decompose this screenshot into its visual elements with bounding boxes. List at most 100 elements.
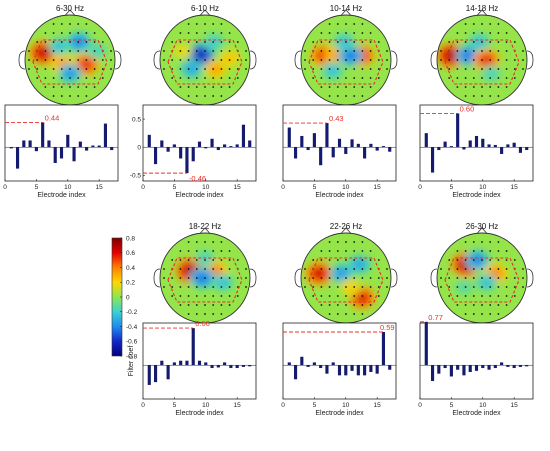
- electrode-dot: [328, 304, 331, 306]
- bar-chart: 0 5 10 15 Electrode index 0.77: [418, 313, 534, 417]
- electrode-dot: [369, 286, 372, 288]
- topomap-blob-core: [179, 48, 186, 54]
- annotation-label: 0.77: [428, 313, 443, 322]
- electrode-dot: [171, 41, 174, 43]
- electrode-dot: [489, 250, 492, 252]
- electrode-dot: [377, 59, 380, 61]
- topomap: [294, 9, 398, 106]
- bar: [369, 143, 373, 148]
- bar: [53, 147, 57, 163]
- topomap: [18, 9, 122, 106]
- electrode-dot: [236, 59, 239, 61]
- electrode-dot: [328, 59, 331, 61]
- electrode-dot: [195, 41, 198, 43]
- electrode-dot: [236, 295, 239, 297]
- electrode-dot: [179, 259, 182, 261]
- bar: [147, 134, 151, 148]
- electrode-dot: [489, 286, 492, 288]
- electrode-dot: [497, 241, 500, 243]
- electrode-dot: [228, 50, 231, 52]
- bar: [430, 147, 435, 173]
- right-ear: [390, 50, 398, 70]
- topomap-blob-core: [356, 261, 363, 268]
- electrode-dot: [93, 68, 96, 70]
- electrode-dot: [497, 32, 500, 34]
- electrode-dot: [220, 304, 223, 306]
- electrode-dot: [456, 268, 459, 270]
- bar: [312, 133, 316, 148]
- electrode-dot: [52, 77, 55, 79]
- colorbar: 0.8 0.6 0.4 0.2 0 -0.2 -0.4 -0.6 -0.8: [111, 235, 138, 360]
- electrode-dot: [464, 86, 467, 88]
- electrode-dot: [220, 41, 223, 43]
- electrode-dot: [522, 286, 524, 288]
- topomap-blob-core: [66, 70, 74, 77]
- colorbar-tick-label: 0.6: [126, 250, 135, 257]
- electrode-dot: [472, 68, 475, 70]
- colorbar-tick-label: -0.6: [126, 339, 138, 346]
- bar: [487, 365, 491, 370]
- electrode-dot: [464, 268, 467, 270]
- electrode-dot: [464, 41, 467, 43]
- topomap-blob-core: [445, 51, 456, 60]
- electrode-dot: [481, 68, 483, 70]
- right-ear: [114, 50, 122, 70]
- electrode-dot: [110, 59, 112, 61]
- electrode-dot: [204, 241, 206, 243]
- panel-4: 14-18 Hz 0 5 10 15 Electrode index 0.60: [418, 4, 534, 199]
- x-tick-label: 0: [3, 184, 7, 191]
- electrode-dot: [464, 77, 467, 79]
- electrode-dot: [345, 286, 347, 288]
- electrode-dot: [345, 59, 347, 61]
- bar: [166, 365, 170, 380]
- electrode-dot: [522, 50, 524, 52]
- electrode-dot: [36, 68, 39, 70]
- panel-title: 26-30 Hz: [466, 222, 498, 231]
- bar: [110, 147, 114, 151]
- topomap-blob-core: [482, 56, 491, 64]
- electrode-dot: [328, 86, 331, 88]
- electrode-dot: [336, 77, 339, 79]
- bar: [337, 365, 342, 376]
- electrode-dot: [472, 304, 475, 306]
- electrode-dot: [369, 41, 372, 43]
- electrode-dot: [497, 250, 500, 252]
- electrode-dot: [505, 250, 508, 252]
- electrode-dot: [456, 41, 459, 43]
- electrode-dot: [101, 59, 104, 61]
- electrode-dot: [212, 77, 215, 79]
- topomap: [294, 227, 398, 324]
- electrode-dot: [489, 295, 492, 297]
- electrode-dot: [187, 295, 190, 297]
- bar-chart: 0 5 10 15 0.5 0 -0.5 Electrode index -0.46: [130, 104, 257, 199]
- electrode-dot: [472, 277, 475, 279]
- electrode-dot: [179, 41, 182, 43]
- electrode-dot: [328, 68, 331, 70]
- electrode-dot: [245, 68, 247, 70]
- electrode-dot: [195, 23, 198, 25]
- electrode-dot: [320, 250, 323, 252]
- x-tick-label: 0: [418, 402, 422, 409]
- topomap-blob-core: [195, 51, 206, 60]
- electrode-dot: [320, 268, 323, 270]
- electrode-dot: [28, 59, 30, 61]
- bar: [22, 140, 26, 148]
- x-tick-label: 10: [202, 184, 210, 191]
- electrode-dot: [497, 23, 500, 25]
- left-ear: [294, 50, 302, 70]
- nose: [199, 227, 211, 234]
- bar: [312, 362, 316, 366]
- electrode-dot: [187, 32, 190, 34]
- electrode-dot: [212, 286, 215, 288]
- bar: [204, 362, 208, 366]
- bar: [241, 124, 246, 148]
- electrode-dot: [204, 41, 206, 43]
- bar: [481, 365, 485, 369]
- topomap: [430, 227, 534, 324]
- electrode-dot: [69, 95, 71, 97]
- electrode-dot: [345, 95, 347, 97]
- electrode-dot: [36, 41, 39, 43]
- x-tick-label: 5: [313, 402, 317, 409]
- electrode-dot: [345, 277, 347, 279]
- electrode-dot: [328, 313, 331, 315]
